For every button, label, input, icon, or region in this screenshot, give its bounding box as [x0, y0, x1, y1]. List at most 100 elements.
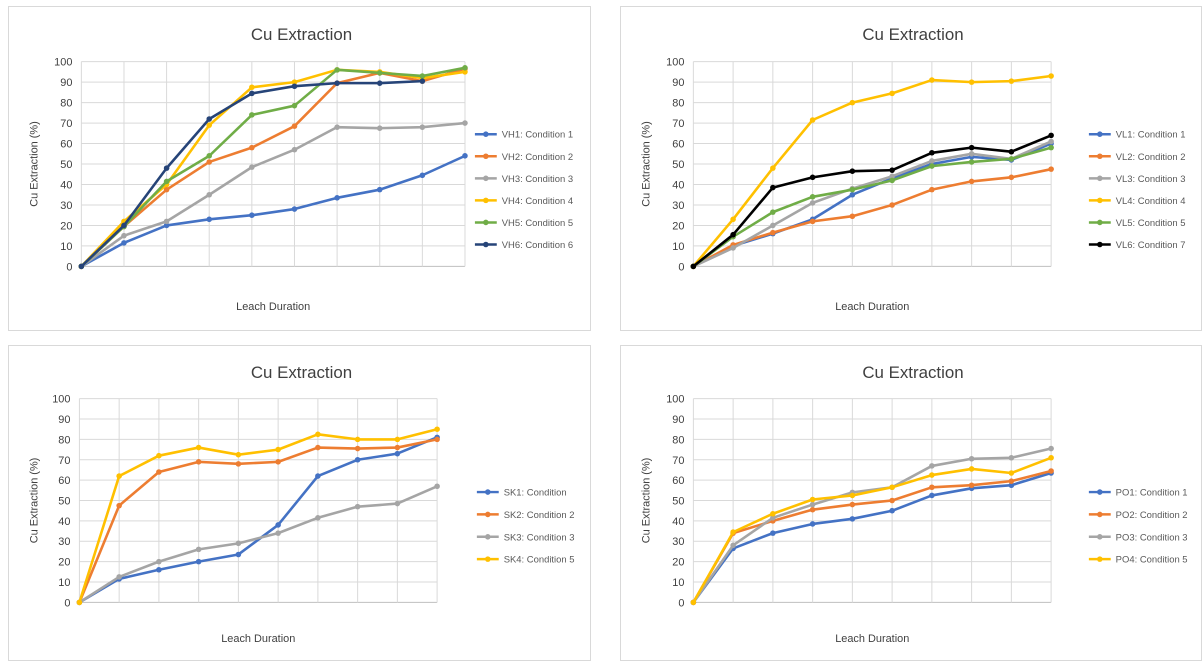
data-point	[730, 542, 736, 549]
series-1	[690, 166, 1054, 270]
data-point	[121, 240, 127, 246]
y-tick-label: 50	[58, 495, 70, 507]
legend-label: PO3: Condition 3	[1116, 532, 1188, 543]
data-point	[434, 483, 440, 490]
y-tick-label: 0	[66, 261, 72, 273]
data-point	[78, 263, 85, 270]
legend-label: VL3: Condition 3	[1116, 174, 1186, 185]
chart-panel-vl: 0 10 20 30 40 50 60 70 80 90 100 Cu Extraction Cu Ex…	[620, 6, 1202, 331]
data-point	[163, 218, 170, 225]
data-point	[156, 469, 162, 475]
legend-entry: VL1: Condition 1	[1088, 130, 1186, 141]
data-point	[334, 124, 340, 130]
legend-marker	[1097, 241, 1103, 248]
legend-label: VL5: Condition 5	[1116, 218, 1186, 229]
y-tick-label: 40	[60, 179, 72, 191]
series-line	[692, 447, 1053, 604]
data-point	[275, 459, 281, 465]
y-tick-label: 70	[60, 118, 72, 130]
legend-entry: SK4: Condition 5	[476, 555, 575, 566]
chart-title: Cu Extraction	[251, 363, 352, 382]
data-point	[889, 167, 895, 173]
legend-marker	[483, 131, 489, 137]
data-point	[1048, 454, 1054, 461]
data-point	[889, 484, 895, 491]
data-point	[770, 530, 776, 536]
data-point	[770, 515, 776, 521]
legend-label: VH1: Condition 1	[502, 130, 573, 141]
data-point	[434, 426, 440, 433]
data-point	[690, 599, 697, 606]
legend-entry: PO1: Condition 1	[1088, 488, 1188, 499]
y-tick-label: 30	[672, 536, 684, 548]
series-line	[692, 456, 1053, 604]
data-point	[249, 90, 255, 97]
series-line	[692, 469, 1053, 604]
data-point	[968, 482, 975, 489]
y-tick-label: 80	[58, 434, 70, 446]
data-point	[809, 506, 816, 513]
legend-entry: VL2: Condition 2	[1088, 152, 1186, 163]
data-point	[116, 502, 122, 509]
legend-marker	[485, 556, 491, 562]
legend-marker	[483, 197, 489, 204]
data-point	[809, 521, 816, 527]
data-point	[770, 209, 776, 215]
y-tick-label: 50	[672, 159, 684, 171]
y-axis-label: Cu Extraction (%)	[641, 121, 653, 207]
series-line	[80, 66, 467, 268]
y-tick-label: 80	[60, 98, 72, 110]
data-point	[770, 510, 776, 517]
data-point	[730, 231, 736, 238]
data-point	[354, 436, 361, 443]
data-point	[163, 178, 170, 185]
series-2	[78, 120, 468, 270]
data-point	[849, 168, 856, 174]
data-point	[235, 551, 242, 558]
y-tick-label: 0	[678, 597, 684, 609]
data-point	[419, 124, 426, 130]
data-point	[849, 213, 856, 220]
series-line	[692, 74, 1053, 268]
data-point	[968, 455, 975, 462]
data-point	[1048, 144, 1054, 151]
legend-marker	[485, 489, 491, 495]
data-point	[156, 452, 162, 459]
data-point	[889, 507, 895, 514]
legend-marker	[1097, 489, 1103, 495]
data-point	[968, 79, 975, 85]
data-point	[376, 186, 383, 193]
legend-label: SK3: Condition 3	[504, 532, 575, 543]
data-point	[730, 529, 736, 535]
data-point	[1008, 478, 1015, 484]
data-point	[249, 212, 255, 218]
y-tick-label: 10	[672, 241, 684, 253]
series-line	[692, 471, 1053, 604]
data-point	[206, 153, 213, 159]
data-point	[121, 232, 127, 239]
data-point	[291, 102, 298, 109]
y-tick-label: 10	[58, 577, 70, 589]
y-tick-label: 30	[58, 536, 70, 548]
legend-marker	[1097, 175, 1103, 182]
data-point	[206, 116, 213, 122]
y-tick-label: 70	[672, 118, 684, 130]
data-point	[376, 80, 383, 86]
y-tick-label: 70	[672, 455, 684, 467]
y-tick-label: 80	[672, 98, 684, 110]
data-point	[968, 144, 975, 151]
data-point	[929, 472, 935, 478]
data-point	[235, 540, 242, 547]
chart-svg: 0 10 20 30 40 50 60 70 80 90 100 Cu Extraction Cu Ex…	[29, 363, 575, 645]
y-tick-label: 20	[672, 557, 684, 569]
y-tick-label: 10	[672, 577, 684, 589]
y-tick-label: 90	[672, 77, 684, 89]
y-tick-label: 30	[672, 200, 684, 212]
legend-label: VH6: Condition 6	[502, 240, 573, 251]
legend-label: VH3: Condition 3	[502, 174, 573, 185]
data-point	[206, 191, 213, 198]
y-tick-label: 0	[64, 597, 70, 609]
x-axis-label: Leach Duration	[835, 301, 909, 313]
y-tick-label: 80	[672, 434, 684, 446]
data-point	[195, 558, 202, 565]
